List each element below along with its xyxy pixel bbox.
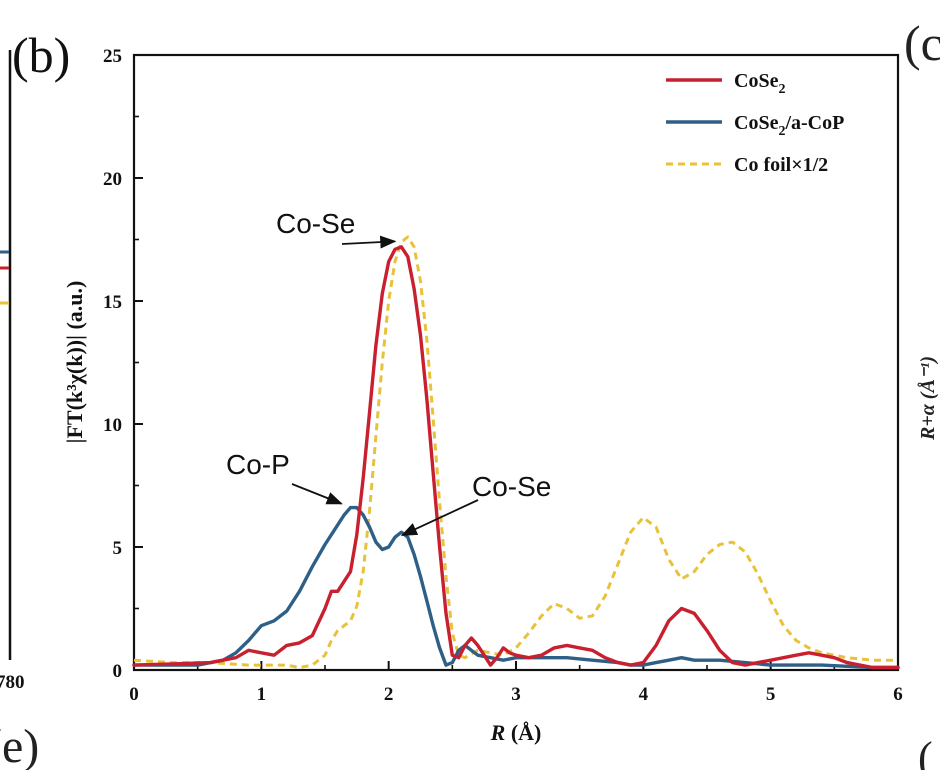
- bottom-left-panel-label: (e): [0, 720, 39, 770]
- y-tick-label: 20: [103, 169, 122, 190]
- x-tick-label: 2: [384, 684, 394, 705]
- annotation-arrow: [291, 483, 343, 505]
- legend-label-base: CoSe: [734, 70, 779, 92]
- panel-label: (b): [12, 27, 70, 83]
- left-neighbor-tick: 780: [0, 672, 25, 693]
- right-neighbor-panel-label: (c: [904, 15, 940, 71]
- x-tick-labels: 0 1 2 3 4 5 6: [129, 684, 903, 705]
- annotation-label: Co-P: [226, 449, 290, 480]
- series-lines: [132, 235, 900, 670]
- annotation-label: Co-Se: [472, 471, 551, 502]
- legend-label-subscript: 2: [778, 82, 785, 97]
- plot-frame: [132, 53, 900, 672]
- x-tick-label: 0: [129, 684, 139, 705]
- x-tick-label: 4: [639, 684, 649, 705]
- bottom-right-panel-label: (: [918, 733, 933, 770]
- right-neighbor-axis-title: R+α (Å⁻¹): [917, 356, 939, 441]
- legend-label-2: Co foil×1/2: [734, 154, 828, 176]
- legend-label-1: CoSe2/a-CoP: [734, 112, 844, 139]
- y-tick-label: 10: [103, 415, 122, 436]
- y-tick-label: 25: [103, 46, 122, 67]
- annotation-arrow: [400, 499, 479, 536]
- y-tick-label: 5: [113, 538, 123, 559]
- peak-annotations: Co-Se Co-P Co-Se: [226, 208, 551, 536]
- legend-label-suffix: /a-CoP: [784, 112, 844, 134]
- legend-label-base: CoSe: [734, 112, 779, 134]
- x-tick-label: 6: [893, 684, 903, 705]
- x-axis-title: R (Å): [490, 720, 542, 745]
- series-line-2: [133, 235, 898, 669]
- annotation-label: Co-Se: [276, 208, 355, 239]
- y-tick-label: 15: [103, 292, 122, 313]
- series-line-1: [132, 505, 900, 670]
- right-neighbor-panel: (c R+α (Å⁻¹) (: [904, 15, 940, 770]
- legend-label-subscript: 2: [778, 124, 785, 139]
- x-axis-title-symbol: R: [490, 720, 506, 745]
- axis-ticks: [133, 54, 899, 671]
- legend-label-base: Co foil×1/2: [734, 154, 828, 176]
- legend-label-0: CoSe2: [734, 70, 785, 97]
- x-tick-label: 1: [257, 684, 267, 705]
- y-tick-label: 0: [113, 661, 123, 682]
- y-axis-title: |FT(k³χ(k))| (a.u.): [62, 281, 87, 444]
- x-axis-title-unit: (Å): [505, 720, 541, 745]
- x-tick-label: 5: [766, 684, 776, 705]
- x-tick-label: 3: [511, 684, 521, 705]
- y-tick-labels: 0 5 10 15 20 25: [103, 46, 122, 682]
- annotation-arrow: [341, 235, 397, 249]
- series-line-0: [132, 245, 900, 670]
- left-neighbor-panel: 780 (e): [0, 50, 39, 770]
